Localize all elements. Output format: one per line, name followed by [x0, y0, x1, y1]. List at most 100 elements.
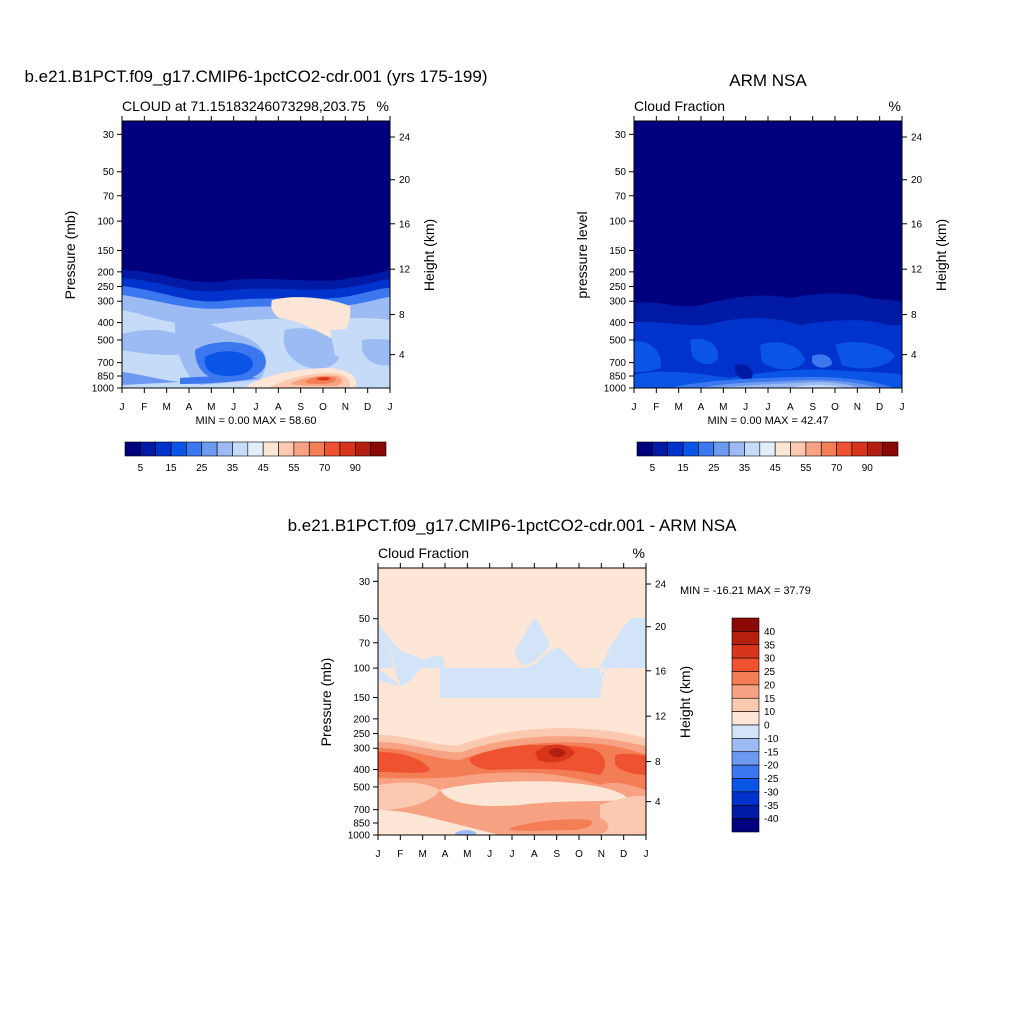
colorbar-swatch	[186, 441, 203, 457]
x-tick-label: M	[674, 402, 682, 413]
x-tick-label: M	[207, 402, 215, 413]
y-right-tick-label: 12	[399, 265, 411, 276]
y-tick-label: 300	[609, 297, 626, 308]
panel3-subtitle-right: %	[633, 545, 645, 561]
colorbar-swatch	[262, 441, 279, 457]
y-tick-label: 30	[615, 130, 627, 141]
y-tick-label: 200	[97, 267, 114, 278]
x-tick-label: J	[254, 402, 259, 413]
panel-model: b.e21.B1PCT.f09_g17.CMIP6-1pctCO2-cdr.00…	[24, 67, 487, 474]
y-tick-label: 250	[97, 282, 114, 293]
colorbar-swatch	[698, 441, 715, 457]
panel-difference: b.e21.B1PCT.f09_g17.CMIP6-1pctCO2-cdr.00…	[288, 516, 811, 860]
x-tick-label: F	[141, 402, 147, 413]
panel2-title: ARM NSA	[729, 71, 807, 90]
y-right-tick-label: 24	[399, 133, 411, 144]
colorbar-swatch	[731, 631, 760, 646]
colorbar-swatch	[731, 764, 760, 779]
colorbar-label: 90	[350, 463, 362, 474]
colorbar-swatch	[731, 738, 760, 753]
colorbar-swatch	[731, 684, 760, 699]
colorbar-label: 5	[650, 463, 656, 474]
x-tick-label: J	[743, 402, 748, 413]
x-tick-label: J	[487, 849, 492, 860]
x-tick-label: A	[186, 402, 193, 413]
colorbar-label: 25	[764, 667, 776, 678]
y-right-tick-label: 20	[911, 175, 923, 186]
panel2-ylabel: pressure level	[574, 211, 590, 298]
colorbar-swatch	[731, 724, 760, 739]
colorbar-label: -10	[764, 734, 779, 745]
colorbar-swatch	[866, 441, 883, 457]
y-tick-label: 30	[359, 577, 371, 588]
colorbar-label: 15	[677, 463, 689, 474]
colorbar-swatch	[140, 441, 157, 457]
panel1-colorbar: 5 15 25 35 45 55 70 90	[124, 441, 387, 474]
y-right-tick-label: 8	[911, 310, 917, 321]
x-tick-label: A	[275, 402, 282, 413]
colorbar-swatch	[731, 791, 760, 806]
x-tick-label: M	[463, 849, 471, 860]
colorbar-swatch	[744, 441, 761, 457]
colorbar-swatch	[713, 441, 730, 457]
y-right-tick-label: 24	[655, 580, 667, 591]
colorbar-label: 35	[739, 463, 751, 474]
panel1-ylabel: Pressure (mb)	[62, 211, 78, 300]
colorbar-swatch	[216, 441, 233, 457]
y-right-tick-label: 4	[399, 350, 405, 361]
colorbar-label: -15	[764, 747, 779, 758]
colorbar-label: 55	[800, 463, 812, 474]
colorbar-label: 45	[770, 463, 782, 474]
y-right-tick-label: 16	[911, 219, 923, 230]
y-tick-label: 300	[353, 744, 370, 755]
colorbar-label: 35	[227, 463, 239, 474]
y-tick-label: 30	[103, 130, 115, 141]
panel1-title: b.e21.B1PCT.f09_g17.CMIP6-1pctCO2-cdr.00…	[24, 67, 487, 86]
y-tick-label: 50	[359, 614, 371, 625]
colorbar-swatch	[820, 441, 837, 457]
x-tick-label: D	[364, 402, 371, 413]
colorbar-label: 5	[138, 463, 144, 474]
x-tick-label: A	[442, 849, 449, 860]
panel3-ylabel: Pressure (mb)	[318, 658, 334, 747]
colorbar-swatch	[278, 441, 295, 457]
y-tick-label: 100	[353, 664, 370, 675]
colorbar-swatch	[731, 711, 760, 726]
colorbar-label: -20	[764, 761, 779, 772]
panel2-minmax: MIN = 0.00 MAX = 42.47	[707, 415, 828, 427]
y-tick-label: 850	[97, 371, 114, 382]
colorbar-label: -35	[764, 801, 779, 812]
colorbar-label: 45	[258, 463, 270, 474]
colorbar-swatch	[354, 441, 371, 457]
y-tick-label: 500	[609, 335, 626, 346]
colorbar-swatch	[731, 804, 760, 819]
colorbar-swatch	[636, 441, 653, 457]
y-tick-label: 70	[103, 191, 115, 202]
panel1-contour-field	[122, 121, 390, 388]
x-tick-label: J	[644, 849, 649, 860]
x-tick-label: N	[598, 849, 605, 860]
colorbar-swatch	[731, 818, 760, 833]
panel1-minmax: MIN = 0.00 MAX = 58.60	[195, 415, 316, 427]
colorbar-swatch	[247, 441, 264, 457]
x-tick-label: S	[553, 849, 560, 860]
colorbar-label: -40	[764, 814, 779, 825]
x-tick-label: J	[376, 849, 381, 860]
panel2-subtitle-right: %	[889, 98, 901, 114]
panel3-axes: J F M A M J J A S O N D J 30 50 70 100 150 200 250 300 400 500…	[348, 563, 667, 860]
colorbar-label: 35	[764, 640, 776, 651]
y-tick-label: 400	[609, 318, 626, 329]
colorbar-label: 55	[288, 463, 300, 474]
y-right-tick-label: 16	[399, 219, 411, 230]
y-tick-label: 1000	[92, 384, 115, 395]
x-tick-label: A	[531, 849, 538, 860]
colorbar-label: -25	[764, 774, 779, 785]
y-right-tick-label: 8	[399, 310, 405, 321]
y-right-tick-label: 12	[655, 712, 667, 723]
colorbar-label: 70	[319, 463, 331, 474]
y-tick-label: 150	[97, 246, 114, 257]
panel2-ylabel-right: Height (km)	[933, 219, 949, 291]
colorbar-swatch	[339, 441, 356, 457]
x-tick-label: D	[620, 849, 627, 860]
colorbar-swatch	[774, 441, 791, 457]
